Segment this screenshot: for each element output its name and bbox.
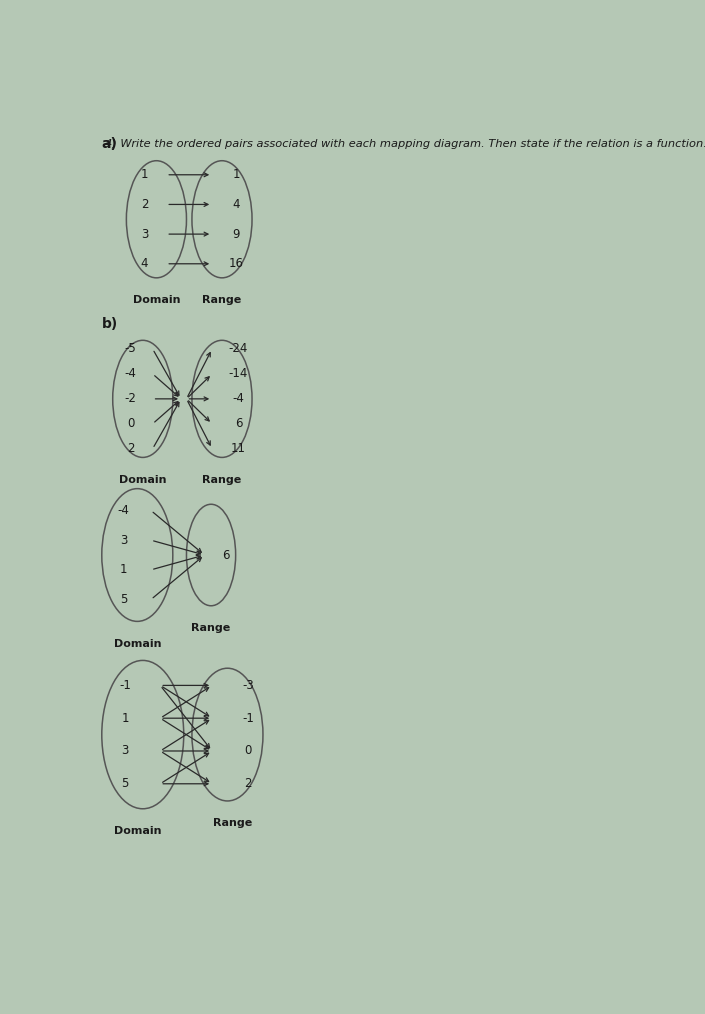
Text: -24: -24 xyxy=(228,343,248,355)
Text: 6: 6 xyxy=(223,549,230,562)
Text: -5: -5 xyxy=(125,343,137,355)
Text: -1: -1 xyxy=(119,679,131,692)
Text: -2: -2 xyxy=(125,392,137,406)
Text: -14: -14 xyxy=(228,367,248,380)
Text: -4: -4 xyxy=(118,504,130,517)
Text: Domain: Domain xyxy=(114,639,161,649)
Text: 16: 16 xyxy=(228,258,244,271)
Text: -1: -1 xyxy=(243,712,254,725)
Text: 1: 1 xyxy=(120,564,128,576)
Text: 0: 0 xyxy=(127,418,135,430)
Text: Range: Range xyxy=(214,818,252,828)
Text: 1: 1 xyxy=(233,168,240,182)
Text: 2: 2 xyxy=(245,778,252,790)
Text: 2: 2 xyxy=(141,198,148,211)
Text: Range: Range xyxy=(192,623,231,633)
Text: Domain: Domain xyxy=(114,826,161,836)
Text: 0: 0 xyxy=(245,744,252,757)
Text: 9: 9 xyxy=(233,227,240,240)
Text: -3: -3 xyxy=(243,679,254,692)
Text: -4: -4 xyxy=(125,367,137,380)
Text: 11: 11 xyxy=(231,442,246,455)
Text: Domain: Domain xyxy=(119,475,166,485)
Text: Range: Range xyxy=(202,475,242,485)
Text: 1: 1 xyxy=(121,712,129,725)
Text: Range: Range xyxy=(202,295,242,305)
Text: b): b) xyxy=(102,317,118,331)
Text: 3: 3 xyxy=(121,744,129,757)
Text: 2: 2 xyxy=(127,442,135,455)
Text: 5: 5 xyxy=(120,593,128,606)
Text: 3: 3 xyxy=(120,533,128,547)
Text: 6: 6 xyxy=(235,418,242,430)
Text: 4: 4 xyxy=(233,198,240,211)
Text: a): a) xyxy=(102,137,118,151)
Text: 4: 4 xyxy=(141,258,148,271)
Text: 1: 1 xyxy=(141,168,148,182)
Text: 4) Write the ordered pairs associated with each mapping diagram. Then state if t: 4) Write the ordered pairs associated wi… xyxy=(104,139,705,149)
Text: -4: -4 xyxy=(233,392,245,406)
Text: 5: 5 xyxy=(121,778,129,790)
Text: Domain: Domain xyxy=(133,295,180,305)
Text: 3: 3 xyxy=(141,227,148,240)
